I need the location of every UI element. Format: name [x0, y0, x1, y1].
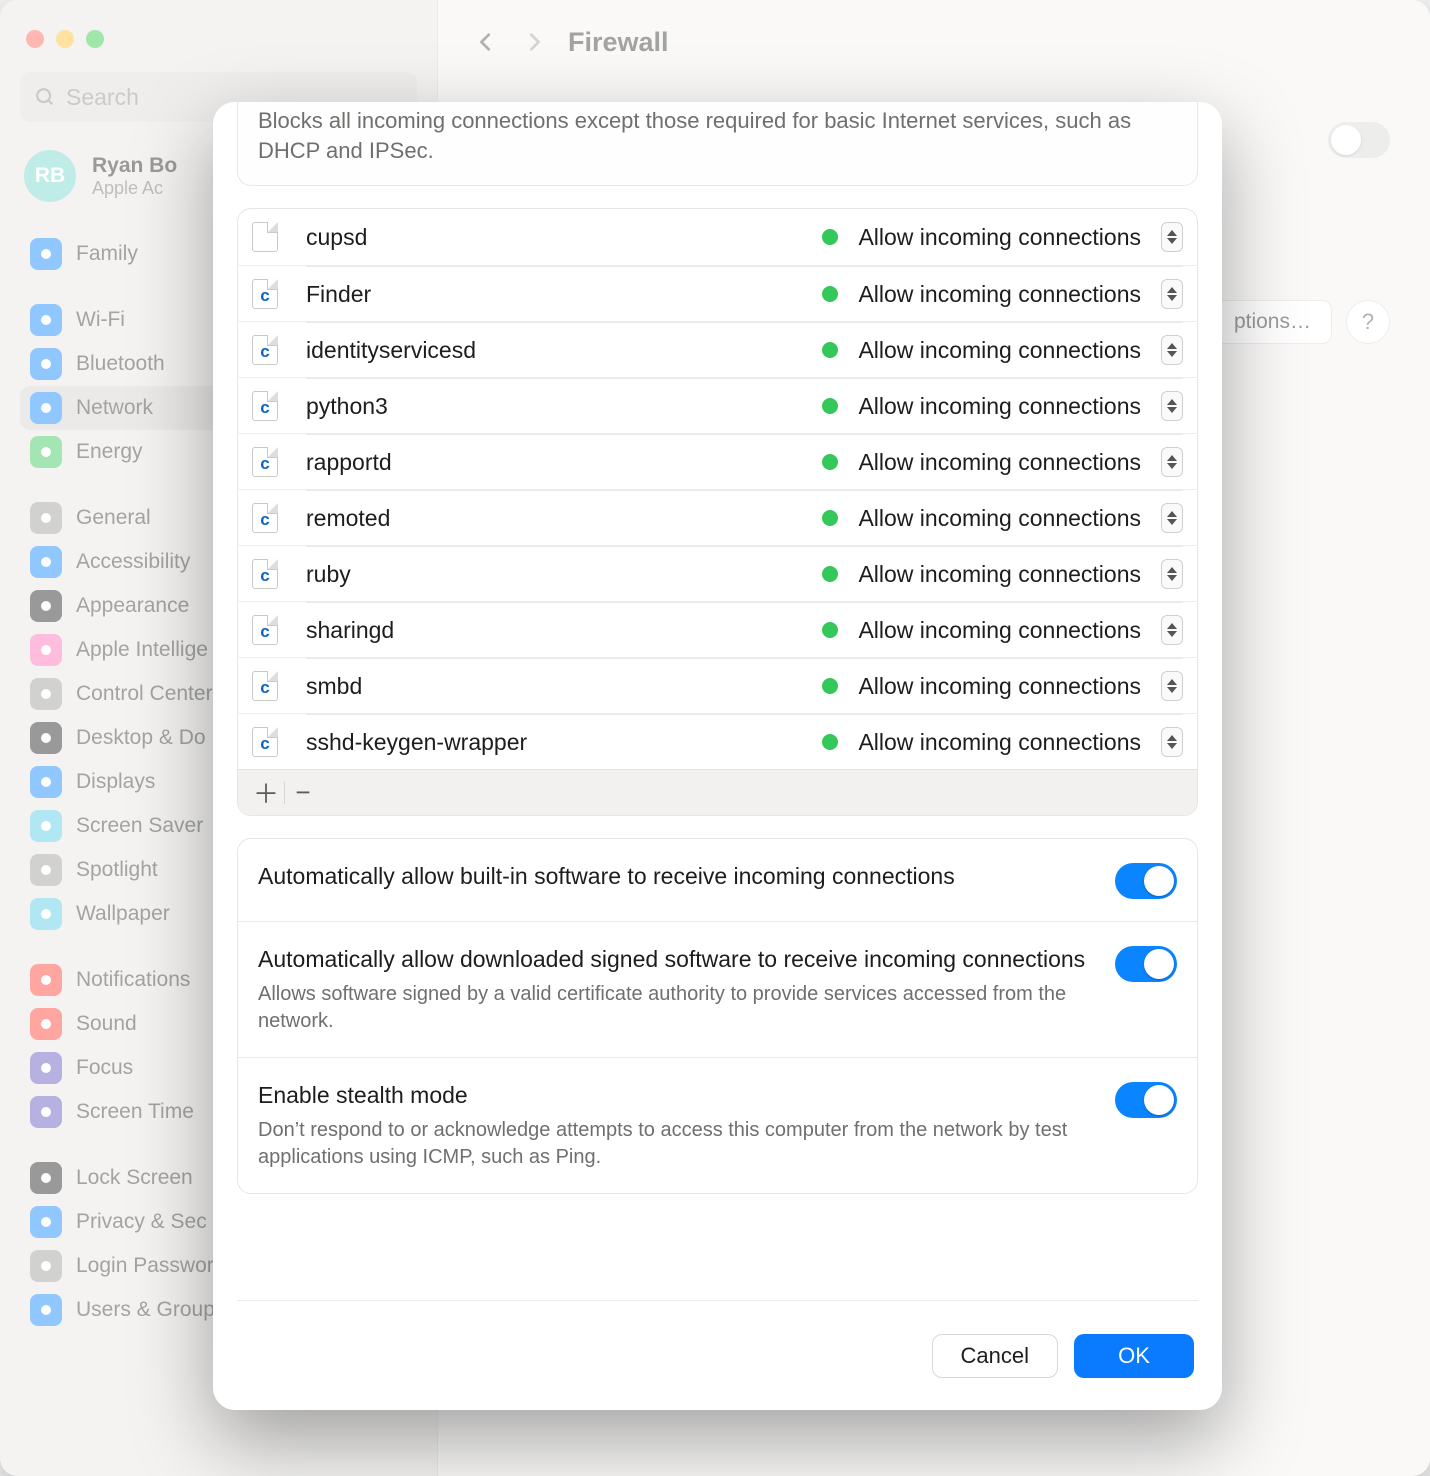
toggle-title: Automatically allow built-in software to…: [258, 861, 1095, 892]
firewall-options-sheet: Blocks all incoming connections except t…: [213, 102, 1222, 1410]
toggle-switch[interactable]: [1115, 1082, 1177, 1118]
app-row[interactable]: sharingd Allow incoming connections: [238, 601, 1197, 657]
app-name: smbd: [306, 673, 810, 700]
app-row[interactable]: python3 Allow incoming connections: [238, 377, 1197, 433]
status-dot-icon: [822, 734, 838, 750]
app-name: python3: [306, 393, 810, 420]
status-stepper[interactable]: [1161, 391, 1183, 421]
add-app-button[interactable]: ＋: [248, 777, 284, 809]
exec-icon: [252, 671, 278, 701]
exec-icon: [252, 279, 278, 309]
toggle-description: Don’t respond to or acknowledge attempts…: [258, 1117, 1095, 1171]
status-dot-icon: [822, 678, 838, 694]
exec-icon: [252, 447, 278, 477]
app-row[interactable]: cupsd Allow incoming connections: [238, 209, 1197, 265]
app-name: ruby: [306, 561, 810, 588]
apps-list-footer: ＋ −: [238, 769, 1197, 815]
status-stepper[interactable]: [1161, 559, 1183, 589]
exec-icon: [252, 335, 278, 365]
status-stepper[interactable]: [1161, 727, 1183, 757]
status-stepper[interactable]: [1161, 222, 1183, 252]
status-stepper[interactable]: [1161, 671, 1183, 701]
status-dot-icon: [822, 229, 838, 245]
toggle-row: Automatically allow built-in software to…: [238, 839, 1197, 921]
status-text: Allow incoming connections: [858, 337, 1141, 364]
app-name: Finder: [306, 281, 810, 308]
app-row[interactable]: ruby Allow incoming connections: [238, 545, 1197, 601]
status-text: Allow incoming connections: [858, 617, 1141, 644]
status-dot-icon: [822, 454, 838, 470]
apps-list: cupsd Allow incoming connections Finder All…: [237, 208, 1198, 816]
status-text: Allow incoming connections: [858, 561, 1141, 588]
toggle-title: Enable stealth mode: [258, 1080, 1095, 1111]
toggle-description: Allows software signed by a valid certif…: [258, 981, 1095, 1035]
exec-icon: [252, 391, 278, 421]
remove-app-button[interactable]: −: [285, 777, 321, 809]
ok-button[interactable]: OK: [1074, 1334, 1194, 1378]
app-name: identityservicesd: [306, 337, 810, 364]
status-dot-icon: [822, 622, 838, 638]
app-name: cupsd: [306, 224, 810, 251]
status-text: Allow incoming connections: [858, 449, 1141, 476]
toggle-title: Automatically allow downloaded signed so…: [258, 944, 1095, 975]
app-row[interactable]: sshd-keygen-wrapper Allow incoming connec…: [238, 713, 1197, 769]
app-name: sshd-keygen-wrapper: [306, 729, 810, 756]
status-dot-icon: [822, 286, 838, 302]
status-text: Allow incoming connections: [858, 505, 1141, 532]
status-stepper[interactable]: [1161, 335, 1183, 365]
exec-icon: [252, 727, 278, 757]
status-dot-icon: [822, 342, 838, 358]
status-text: Allow incoming connections: [858, 281, 1141, 308]
app-row[interactable]: rapportd Allow incoming connections: [238, 433, 1197, 489]
app-row[interactable]: smbd Allow incoming connections: [238, 657, 1197, 713]
status-stepper[interactable]: [1161, 615, 1183, 645]
firewall-toggles: Automatically allow built-in software to…: [237, 838, 1198, 1194]
cancel-button[interactable]: Cancel: [932, 1334, 1058, 1378]
status-dot-icon: [822, 566, 838, 582]
app-row[interactable]: Finder Allow incoming connections: [238, 265, 1197, 321]
status-dot-icon: [822, 398, 838, 414]
exec-icon: [252, 559, 278, 589]
status-stepper[interactable]: [1161, 503, 1183, 533]
status-text: Allow incoming connections: [858, 729, 1141, 756]
document-icon: [252, 222, 278, 252]
status-text: Allow incoming connections: [858, 673, 1141, 700]
status-text: Allow incoming connections: [858, 393, 1141, 420]
block-all-info-card: Blocks all incoming connections except t…: [237, 102, 1198, 186]
status-stepper[interactable]: [1161, 447, 1183, 477]
system-settings-window: Search RB Ryan Bo Apple Ac FamilyWi-FiBl…: [0, 0, 1430, 1476]
app-name: remoted: [306, 505, 810, 532]
block-all-description: Blocks all incoming connections except t…: [258, 106, 1177, 165]
toggle-row: Enable stealth mode Don’t respond to or a…: [238, 1057, 1197, 1193]
app-name: sharingd: [306, 617, 810, 644]
app-row[interactable]: identityservicesd Allow incoming connecti…: [238, 321, 1197, 377]
toggle-switch[interactable]: [1115, 946, 1177, 982]
sheet-footer: Cancel OK: [237, 1300, 1198, 1410]
exec-icon: [252, 503, 278, 533]
toggle-row: Automatically allow downloaded signed so…: [238, 921, 1197, 1057]
status-text: Allow incoming connections: [858, 224, 1141, 251]
toggle-switch[interactable]: [1115, 863, 1177, 899]
exec-icon: [252, 615, 278, 645]
app-row[interactable]: remoted Allow incoming connections: [238, 489, 1197, 545]
status-stepper[interactable]: [1161, 279, 1183, 309]
app-name: rapportd: [306, 449, 810, 476]
status-dot-icon: [822, 510, 838, 526]
